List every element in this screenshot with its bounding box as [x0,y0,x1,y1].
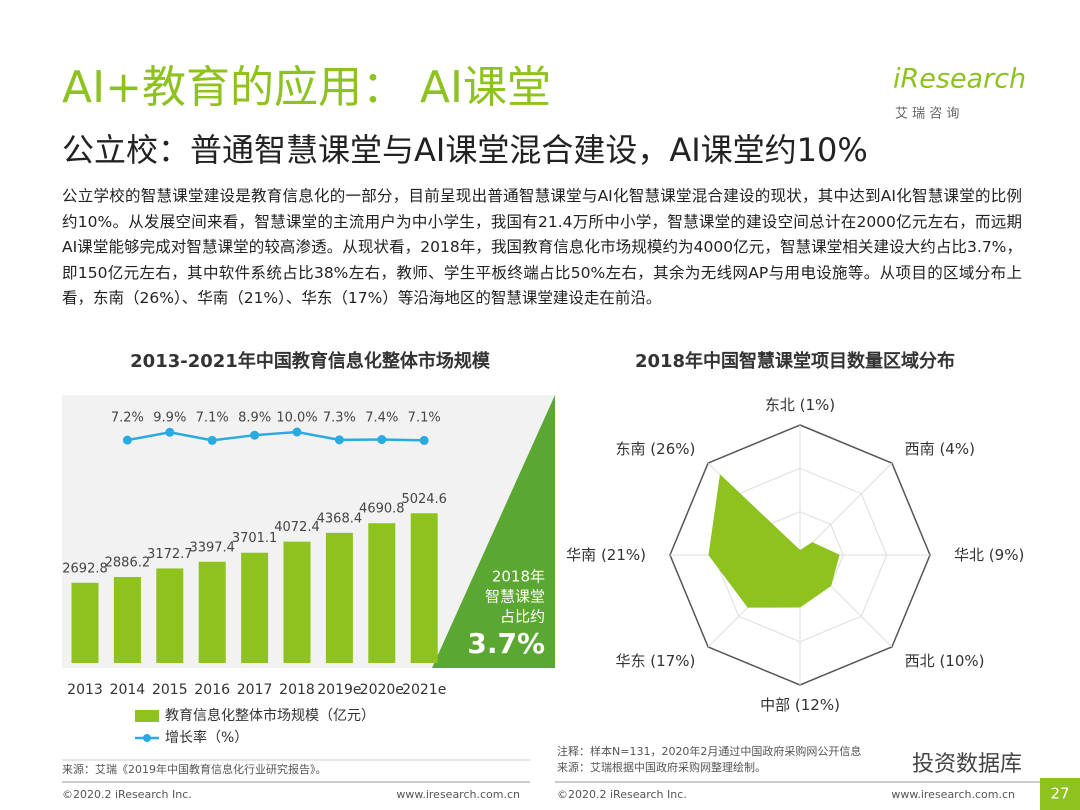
x-tick-label: 2016 [194,682,230,698]
title: AI+教育的应用： AI课堂 [62,62,551,113]
data-label: (17%) [650,652,695,670]
axis-label: 西北 (10%) [905,652,985,670]
x-tick-label: 2015 [152,682,188,698]
callout-triangle [432,395,555,668]
bar [283,541,311,663]
bar [241,552,269,663]
data-label: 2886.2 [105,555,151,570]
line-point [334,435,344,445]
callout-text: 占比约 [500,608,545,626]
axis-label: 西南 (4%) [905,439,975,457]
data-label: 10.0% [276,411,317,426]
line-point [122,435,132,445]
data-label: 8.9% [238,411,271,426]
callout-text: 智慧课堂 [485,588,545,606]
copyright: ©2020.2 iResearch Inc. [557,788,687,801]
bar [156,568,184,663]
data-label: 7.1% [408,411,441,426]
data-label: 5024.6 [401,492,447,507]
axis-label: 华南 (21%) [566,546,646,564]
callout-text: 2018年 [492,568,545,586]
radar-area [708,474,840,608]
chart-title: 2013-2021年中国教育信息化整体市场规模 [130,350,491,372]
data-label: (12%) [795,696,840,714]
note: 注释：样本N=131，2020年2月通过中国政府采购网公开信息 [557,744,861,758]
data-label: 2692.8 [62,561,108,576]
legend-swatch [143,734,151,742]
axis-label: 华北 (9%) [954,546,1024,564]
x-tick-label: 2021e [402,682,446,698]
data-label: (26%) [650,439,695,457]
logo-sub: 艾 瑞 咨 询 [895,107,959,122]
legend-label: 教育信息化整体市场规模（亿元） [165,707,375,724]
bar [368,523,396,663]
data-label: (1%) [800,396,836,414]
legend-swatch [135,710,159,722]
data-label: 4690.8 [359,502,405,517]
data-label: 3701.1 [232,531,278,546]
data-label: 3397.4 [189,540,235,555]
data-label: (4%) [939,439,975,457]
data-label: 7.4% [365,411,398,426]
url: www.iresearch.com.cn [396,788,520,801]
axis-label: 华东 (17%) [616,652,696,670]
category-label: 华南 [566,546,596,564]
bar [113,576,141,663]
axis-label: 东北 (1%) [765,396,835,414]
category-label: 西北 [905,652,935,670]
category-label: 华东 [616,652,646,670]
page-number: 27 [1050,785,1069,803]
data-label: 4368.4 [317,511,363,526]
category-label: 中部 [760,696,790,714]
page-badge [1040,778,1080,810]
subtitle: 公立校：普通智慧课堂与AI课堂混合建设，AI课堂约10% [62,131,868,169]
data-label: 4072.4 [274,520,320,535]
bar [410,513,438,663]
callout-value: 3.7% [467,627,545,660]
data-label: (21%) [601,546,646,564]
axis-label: 东南 (26%) [616,439,696,457]
url: www.iresearch.com.cn [891,788,1015,801]
legend-label: 增长率（%） [165,729,248,746]
data-label: 7.3% [323,411,356,426]
logo-brand: iResearch [893,64,1026,95]
line-point [165,427,175,437]
x-tick-label: 2020e [360,682,404,698]
category-label: 东北 [765,396,795,414]
x-tick-label: 2018 [279,682,315,698]
data-label: 3172.7 [147,547,193,562]
data-label: (9%) [989,546,1025,564]
copyright: ©2020.2 iResearch Inc. [62,788,192,801]
line-point [250,430,260,440]
line-point [377,435,387,445]
line-point [292,427,302,437]
bar [198,561,226,663]
x-tick-label: 2014 [110,682,146,698]
note: 来源：艾瑞根据中国政府采购网整理绘制。 [557,760,766,774]
category-label: 东南 [616,439,646,457]
line [127,430,425,442]
category-label: 华北 [954,546,984,564]
data-label: 7.1% [196,411,229,426]
spoke [799,462,893,556]
paragraph: 公立学校的智慧课堂建设是教育信息化的一部分，目前呈现出普通智慧课堂与AI化智慧课… [62,187,1022,307]
bar [325,532,353,663]
data-label: 9.9% [153,411,186,426]
data-label: 7.2% [111,411,144,426]
axis-label: 中部 (12%) [760,696,840,714]
x-tick-label: 2017 [237,682,273,698]
category-label: 西南 [905,439,935,457]
bar [71,582,99,663]
data-label: (10%) [939,652,984,670]
watermark: 投资数据库 [912,752,1022,777]
x-tick-label: 2019e [317,682,361,698]
chart-title: 2018年中国智慧课堂项目数量区域分布 [635,350,955,372]
line-point [207,435,217,445]
source: 来源：艾瑞《2019年中国教育信息化行业研究报告》。 [62,762,327,776]
x-tick-label: 2013 [67,682,103,698]
line-point [419,435,429,445]
